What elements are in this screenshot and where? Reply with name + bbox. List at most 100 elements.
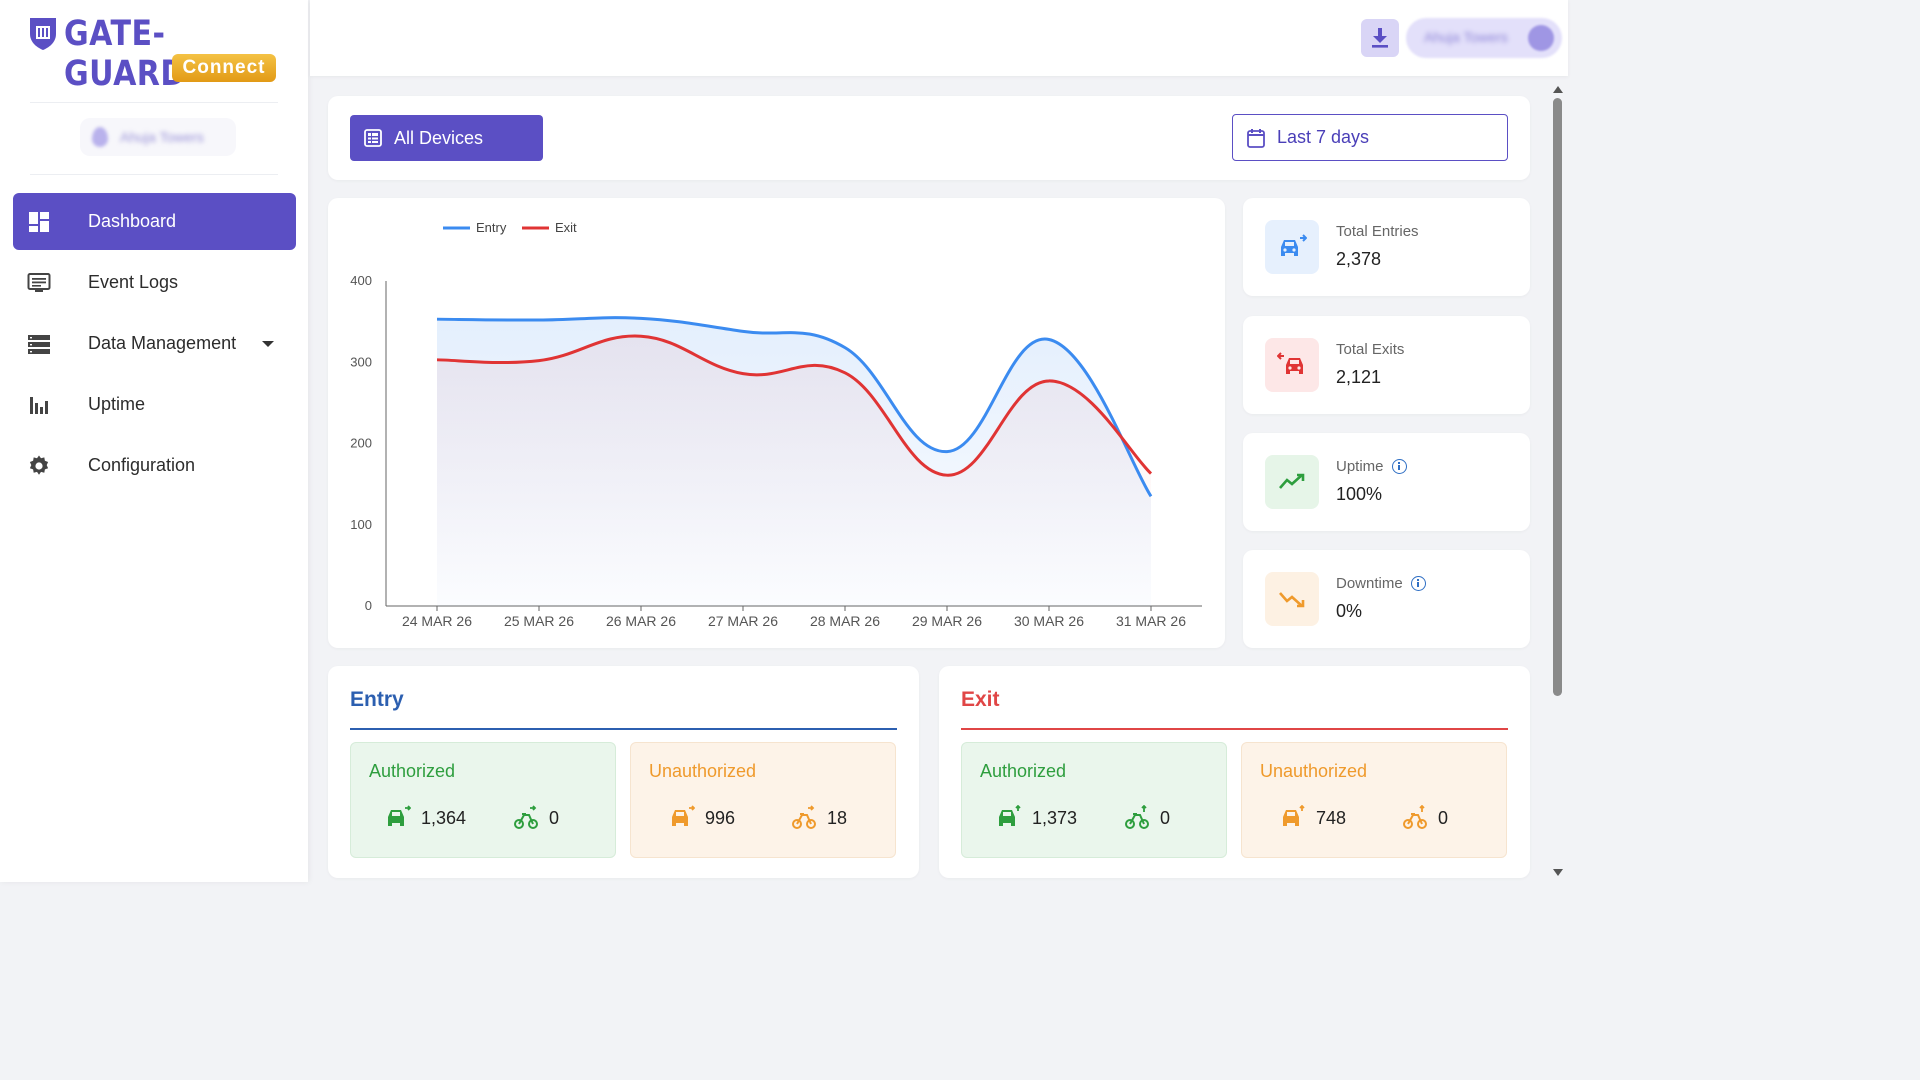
y-tick-label: 100 <box>350 517 372 532</box>
x-tick-label: 29 MAR 26 <box>912 613 982 629</box>
authorized-bike-count: 0 <box>1124 805 1170 831</box>
sub-title: Unauthorized <box>1260 761 1368 781</box>
shield-icon <box>30 18 56 50</box>
site-name: Ahuja Towers <box>120 129 204 145</box>
x-tick-label: 31 MAR 26 <box>1116 613 1186 629</box>
y-tick-label: 200 <box>350 436 372 451</box>
x-tick-label: 25 MAR 26 <box>504 613 574 629</box>
car-icon <box>999 805 1021 826</box>
stat-label: Total Exits <box>1336 341 1405 358</box>
date-range-button[interactable]: Last 7 days <box>1232 114 1508 161</box>
sidebar-item-uptime[interactable]: Uptime <box>13 376 296 433</box>
x-tick-label: 26 MAR 26 <box>606 613 676 629</box>
stat-card-uptime: Uptime 100% <box>1243 433 1530 531</box>
site-selector[interactable]: Ahuja Towers <box>80 118 236 156</box>
trend-down-icon <box>1265 572 1319 626</box>
authorized-bike-count: 0 <box>513 805 559 831</box>
sidebar-item-label: Configuration <box>88 455 196 475</box>
user-name: Ahuja Towers <box>1424 29 1508 45</box>
entry-exit-chart: 0 100 200 300 400 24 MAR 26 25 MAR 26 26 MAR 26… <box>328 198 1225 648</box>
unauthorized-car-count: 996 <box>669 805 735 831</box>
bike-icon <box>514 805 538 829</box>
legend-label: Exit <box>555 220 577 235</box>
sub-title: Authorized <box>980 761 1067 781</box>
exit-authorized-box: Authorized 1,373 0 <box>961 742 1227 858</box>
sidebar-item-configuration[interactable]: Configuration <box>13 437 296 494</box>
uptime-icon <box>30 397 48 414</box>
scroll-down-arrow[interactable] <box>1553 869 1563 876</box>
gear-icon <box>29 455 49 475</box>
unauthorized-bike-count: 18 <box>791 805 847 831</box>
scrollbar[interactable] <box>1550 84 1566 882</box>
stat-card-downtime: Downtime 0% <box>1243 550 1530 648</box>
brand-logo[interactable]: GATE-GUARD Connect <box>28 14 280 94</box>
sidebar-item-data-management[interactable]: Data Management <box>13 315 296 372</box>
x-tick-label: 28 MAR 26 <box>810 613 880 629</box>
trend-up-icon <box>1265 455 1319 509</box>
entry-unauthorized-box: Unauthorized 996 18 <box>630 742 896 858</box>
filter-bar: All Devices Last 7 days <box>328 96 1530 180</box>
stat-value: 100% <box>1336 484 1383 504</box>
brand-name: GATE-GUARD <box>64 14 186 94</box>
device-filter-button[interactable]: All Devices <box>350 115 543 161</box>
stat-card-total-entries: Total Entries 2,378 <box>1243 198 1530 296</box>
x-tick-label: 30 MAR 26 <box>1014 613 1084 629</box>
sidebar-item-dashboard[interactable]: Dashboard <box>13 193 296 250</box>
entry-summary-card: Entry Authorized 1,364 0 Unauthorized 99… <box>328 666 919 878</box>
info-icon[interactable] <box>1391 459 1407 474</box>
event-logs-icon <box>27 273 51 292</box>
sidebar-item-label: Event Logs <box>88 272 179 292</box>
sidebar-item-label: Data Management <box>88 333 237 353</box>
stat-value: 0% <box>1336 601 1363 621</box>
download-icon <box>1372 28 1388 48</box>
x-tick-label: 27 MAR 26 <box>708 613 778 629</box>
date-range-label: Last 7 days <box>1277 127 1370 147</box>
stat-label: Downtime <box>1336 575 1426 592</box>
bike-icon <box>792 805 816 829</box>
stat-label: Total Entries <box>1336 223 1419 240</box>
chevron-down-icon[interactable] <box>262 341 274 347</box>
sidebar-divider <box>30 102 278 103</box>
series-area-exit <box>437 336 1151 606</box>
data-management-icon <box>28 335 50 354</box>
authorized-car-count: 1,364 <box>385 805 466 831</box>
sidebar-item-label: Uptime <box>88 394 146 414</box>
car-icon <box>1283 805 1305 826</box>
car-entry-icon <box>1265 220 1319 274</box>
sub-title: Authorized <box>369 761 456 781</box>
summary-title: Entry <box>350 688 404 711</box>
stat-label: Uptime <box>1336 458 1407 475</box>
sidebar-item-event-logs[interactable]: Event Logs <box>13 254 296 311</box>
location-pin-icon <box>92 127 108 147</box>
unauthorized-bike-count: 0 <box>1402 805 1448 831</box>
authorized-car-count: 1,373 <box>996 805 1077 831</box>
sub-title: Unauthorized <box>649 761 757 781</box>
user-menu[interactable]: Ahuja Towers <box>1406 18 1562 58</box>
x-tick-label: 24 MAR 26 <box>402 613 472 629</box>
download-button[interactable] <box>1361 19 1399 57</box>
bike-icon <box>1403 805 1427 829</box>
series-line-exit <box>436 334 1153 477</box>
y-tick-label: 0 <box>365 598 372 613</box>
sidebar-nav: Dashboard Event Logs Data Management Upt <box>13 193 296 498</box>
scrollbar-thumb[interactable] <box>1553 98 1562 696</box>
car-exit-icon <box>1265 338 1319 392</box>
scroll-up-arrow[interactable] <box>1553 86 1563 93</box>
avatar <box>1528 25 1554 51</box>
info-icon[interactable] <box>1410 576 1426 591</box>
series-line-entry <box>436 316 1153 498</box>
sidebar-divider <box>30 174 278 175</box>
chart-svg: 0 100 200 300 400 24 MAR 26 25 MAR 26 26 MAR 26… <box>350 220 1202 629</box>
summary-divider <box>961 728 1508 730</box>
bike-icon <box>1125 805 1149 829</box>
legend-label: Entry <box>476 220 507 235</box>
top-bar: Ahuja Towers <box>310 0 1568 76</box>
summary-title: Exit <box>961 688 1000 711</box>
devices-icon <box>364 129 382 147</box>
sidebar: GATE-GUARD Connect Ahuja Towers Dashboar… <box>0 0 308 882</box>
stat-card-total-exits: Total Exits 2,121 <box>1243 316 1530 414</box>
calendar-icon <box>1247 128 1265 148</box>
stat-value: 2,121 <box>1336 367 1382 387</box>
exit-unauthorized-box: Unauthorized 748 0 <box>1241 742 1507 858</box>
dashboard-icon <box>29 212 49 232</box>
